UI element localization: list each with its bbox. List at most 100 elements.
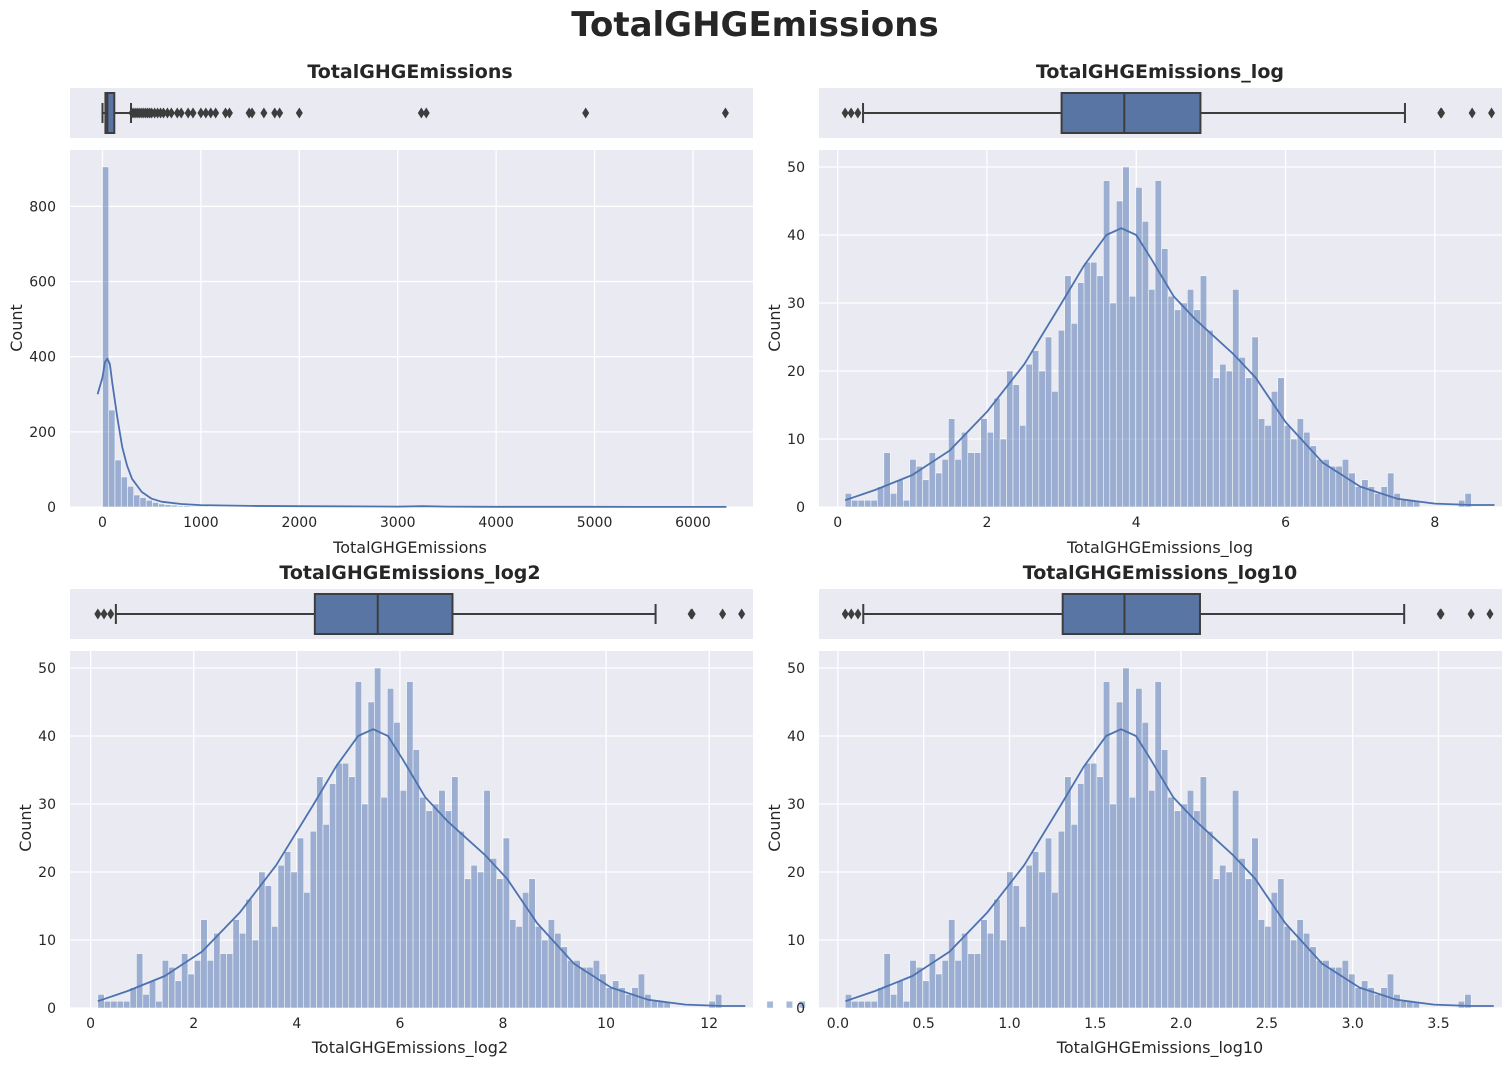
panel-3-bar-77 (592, 960, 600, 1009)
panel-4-bar-9 (903, 1000, 911, 1009)
panel-1-bar-4 (127, 486, 134, 508)
panel-3-xtick-label-6: 12 (700, 1016, 718, 1032)
panel-2-bar-63 (1251, 336, 1259, 508)
panel-3-xtick-label-4: 8 (499, 1016, 508, 1032)
panel-3-bar-38 (342, 762, 349, 1009)
panel-3-bar-52 (432, 803, 440, 1009)
panel-3-bar-24 (251, 939, 259, 1009)
panel-4-bar-2 (857, 1000, 865, 1009)
panel-3-bar-62 (496, 878, 504, 1009)
panel-2-bar-31 (1045, 336, 1052, 508)
panel-1-xtick-label-4: 4000 (478, 515, 514, 531)
panel-1-bar-9 (158, 503, 166, 508)
panel-4-bar-37 (1083, 762, 1091, 1009)
panel-3-ylabel: Count (16, 804, 35, 852)
panel-2-bar-67 (1277, 377, 1285, 508)
panel-3-kde-line (97, 728, 746, 1007)
panel-2-box (1060, 92, 1202, 134)
panel-1-xtick-label-0: 0 (98, 515, 107, 531)
panel-4-bar-26 (1012, 885, 1020, 1009)
panel-3-bar-26 (264, 885, 272, 1009)
panel-1-xlabel: TotalGHGEmissions (332, 538, 487, 557)
panel-2-bar-15 (941, 459, 949, 508)
panel-4-xtick-label-3: 1.5 (1084, 1016, 1106, 1032)
panel-1-boxplot-axes (70, 88, 753, 138)
panel-1-outlier-17 (173, 107, 181, 119)
panel-2-bar-49 (1161, 248, 1169, 508)
panel-3-bar-57 (464, 878, 472, 1009)
panel-4-bar-77 (1341, 960, 1349, 1009)
panel-2-bar-69 (1290, 438, 1298, 508)
panel-3-bar-6 (136, 953, 144, 1009)
panel-1-outlier-33 (417, 107, 425, 119)
panel-2-bar-50 (1167, 295, 1175, 508)
panel-2-bar-40 (1103, 180, 1111, 508)
panel-4-xlabel: TotalGHGEmissions_log10 (1056, 1038, 1263, 1058)
panel-3-outlier-6 (738, 608, 746, 620)
panel-2-bar-73 (1316, 459, 1324, 508)
panel-4-bar-5 (877, 987, 885, 1009)
panel-2-outlier-0 (841, 107, 849, 119)
panel-2-xtick-label-4: 8 (1430, 515, 1439, 531)
panel-2-bar-35 (1070, 323, 1078, 508)
panel-4-bar-31 (1045, 837, 1052, 1009)
panel-2-bar-27 (1019, 425, 1027, 508)
panel-3-bar-19 (219, 953, 227, 1009)
panel-2-xlabel: TotalGHGEmissions_log (1066, 538, 1253, 558)
panel-1-xtick-label-5: 5000 (577, 515, 613, 531)
panel-1: TotalGHGEmissions 0 1000 2000 3000 4000 5000 6… (7, 61, 753, 557)
panel-2-bar-6 (883, 452, 891, 508)
panel-4-bar-78 (1348, 973, 1356, 1009)
panel-2-outlier-2 (854, 107, 862, 119)
panel-4-bar-41 (1109, 803, 1117, 1009)
panel-3-bar-109 (798, 1000, 806, 1009)
panel-2-bar-4 (870, 499, 878, 508)
panel-1-ytick-label-1: 200 (29, 425, 56, 441)
panel-2-bar-47 (1148, 289, 1156, 508)
panel-1-bar-16 (202, 505, 209, 508)
panel-3-bar-46 (393, 722, 401, 1009)
panel-1-histogram-axes: 0 1000 2000 3000 4000 5000 6000 0 200 400 600 800 (29, 150, 753, 531)
panel-3-bar-86 (650, 1000, 658, 1009)
panel-3-bar-15 (194, 960, 202, 1009)
panel-1-outlier-32 (295, 107, 303, 119)
figure-title: TotalGHGEmissions (571, 5, 938, 45)
panel-4-kde-line (845, 728, 1494, 1007)
panel-3-bar-47 (399, 790, 407, 1009)
panel-3-bar-50 (419, 796, 427, 1009)
panel-3-bar-10 (161, 960, 169, 1009)
panel-4-ytick-label-4: 40 (787, 729, 805, 745)
panel-4-outlier-4 (1437, 608, 1445, 620)
panel-3-ytick-label-0: 0 (47, 1001, 56, 1017)
panel-2-bar-1 (851, 499, 859, 508)
panel-1-outlier-20 (189, 107, 197, 119)
panel-2-bar-52 (1180, 302, 1188, 508)
panel-4-bar-6 (883, 953, 891, 1009)
panel-1-outlier-31 (276, 107, 284, 119)
panel-3-bar-41 (361, 803, 369, 1009)
panel-4-bar-53 (1186, 790, 1194, 1009)
panel-2-bar-14 (935, 472, 943, 508)
panel-4-outlier-0 (841, 608, 849, 620)
panel-1-bar-1 (108, 409, 116, 508)
panel-3-ytick-label-4: 40 (38, 729, 56, 745)
panel-4-bar-84 (1387, 973, 1394, 1009)
panel-4-bar-69 (1290, 939, 1298, 1009)
panel-3-bar-17 (206, 960, 214, 1009)
panel-1-outlier-18 (177, 107, 185, 119)
panel-2-bar-26 (1012, 384, 1020, 508)
panel-4-bar-18 (961, 932, 969, 1009)
panel-2-ytick-label-0: 0 (796, 500, 805, 516)
panel-4-bar-42 (1116, 701, 1123, 1009)
panel-2-bar-39 (1096, 275, 1104, 508)
panel-3-bar-34 (316, 776, 324, 1009)
panel-2-outlier-1 (847, 107, 855, 119)
panel-2-bar-58 (1219, 363, 1227, 508)
panel-4-bar-8 (896, 980, 904, 1009)
panel-3-bar-27 (271, 926, 279, 1009)
panel-3-bar-49 (412, 749, 420, 1009)
panel-3-bar-31 (297, 837, 304, 1009)
panel-4-bar-51 (1174, 810, 1182, 1009)
panel-3-bar-28 (277, 864, 285, 1009)
